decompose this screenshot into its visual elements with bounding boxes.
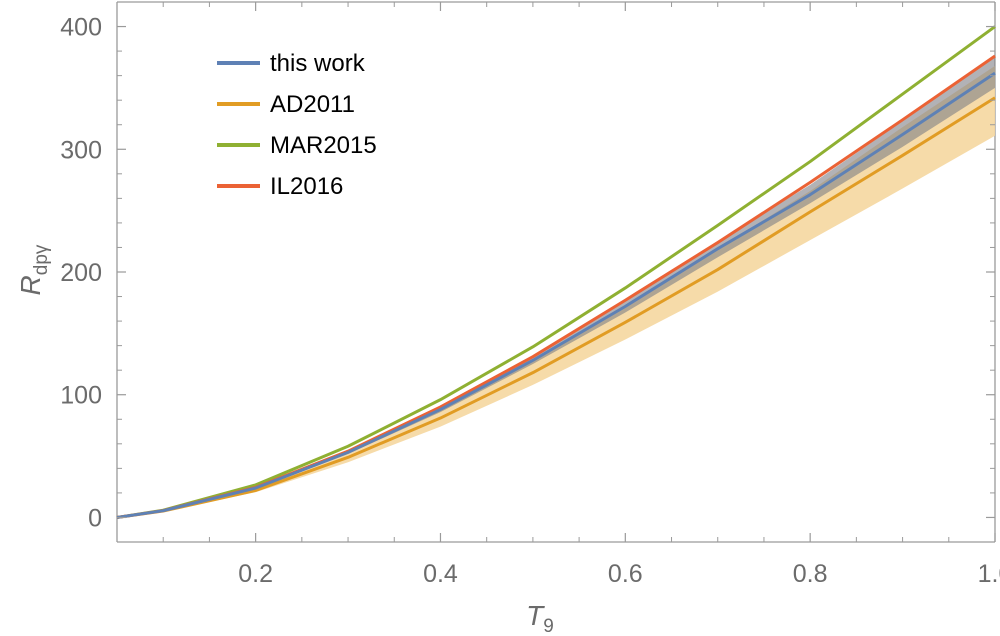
legend-item-ad2011: AD2011 — [217, 91, 355, 118]
y-axis-title: Rdpγ — [15, 244, 52, 295]
y-tick-label: 400 — [60, 14, 102, 42]
band-ad2011 — [117, 65, 995, 518]
line-mar2015 — [116, 25, 996, 519]
x-axis-title-main: T — [526, 600, 545, 631]
x-axis-title-sub: 9 — [543, 616, 554, 636]
band-this-work — [117, 57, 995, 518]
axis-ticks — [116, 1, 996, 543]
y-tick-label: 200 — [60, 259, 102, 287]
line-ad2011 — [116, 96, 996, 519]
legend-item-il2016: IL2016 — [217, 173, 343, 200]
x-tick-label: 0.6 — [608, 560, 643, 588]
legend-label: MAR2015 — [270, 132, 377, 159]
tick-labels: 0.2 0.4 0.6 0.8 1.0 0 100 200 300 400 — [60, 14, 1000, 588]
legend: this work AD2011 MAR2015 IL2016 — [217, 50, 377, 200]
line-il2016 — [116, 54, 996, 519]
line-this-work — [116, 71, 996, 519]
y-tick-label: 300 — [60, 136, 102, 164]
x-tick-label: 0.2 — [238, 560, 273, 588]
y-axis-title-main: R — [15, 275, 46, 295]
legend-label: this work — [270, 50, 366, 77]
y-tick-label: 0 — [88, 504, 102, 532]
x-tick-label: 0.4 — [423, 560, 458, 588]
legend-item-this-work: this work — [217, 50, 366, 77]
series-lines — [116, 25, 996, 519]
plot-frame — [116, 1, 996, 543]
x-tick-label: 0.8 — [793, 560, 828, 588]
x-tick-label: 1.0 — [978, 560, 1000, 588]
y-tick-label: 100 — [60, 382, 102, 410]
legend-label: AD2011 — [270, 91, 355, 118]
uncertainty-bands — [117, 57, 995, 518]
legend-label: IL2016 — [270, 173, 343, 200]
x-axis-title: T9 — [526, 600, 554, 636]
legend-item-mar2015: MAR2015 — [217, 132, 377, 159]
y-axis-title-sub: dpγ — [31, 244, 52, 275]
